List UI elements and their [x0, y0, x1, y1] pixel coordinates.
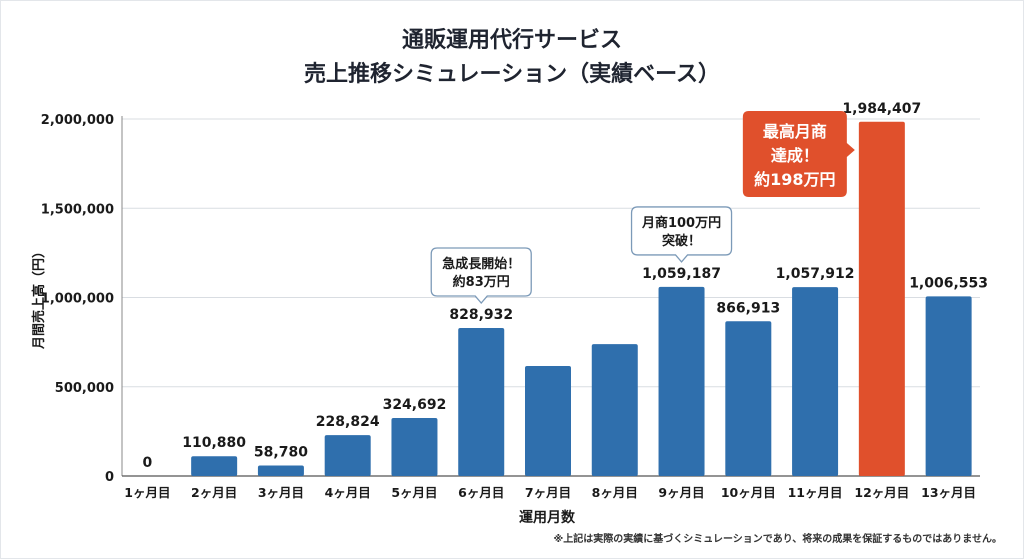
chart-title-line-2: 売上推移シミュレーション（実績ベース） [303, 62, 721, 87]
callout-text: 急成長開始！ [442, 256, 520, 272]
x-tick-label: 3ヶ月目 [258, 485, 304, 500]
data-label: 866,913 [716, 300, 780, 316]
chart-title-line-1: 通販運用代行サービス [401, 28, 622, 53]
y-axis-title: 月間売上高（円） [31, 245, 47, 350]
bar [792, 287, 839, 476]
bar [391, 418, 438, 476]
x-tick-label: 2ヶ月目 [191, 485, 237, 500]
bar [925, 296, 972, 476]
callout-text: 突破！ [662, 233, 701, 249]
bar [858, 121, 905, 476]
x-tick-label: 13ヶ月目 [921, 485, 976, 500]
data-label: 1,057,912 [776, 266, 855, 282]
data-label: 324,692 [383, 397, 447, 413]
x-tick-label: 5ヶ月目 [391, 485, 437, 500]
bar [458, 328, 505, 476]
bar [257, 465, 304, 476]
bar [591, 344, 638, 476]
callout-text: 約83万円 [453, 274, 510, 290]
x-tick-label: 1ヶ月目 [124, 485, 170, 500]
x-tick-label: 11ヶ月目 [788, 485, 843, 500]
y-tick-label: 2,000,000 [41, 113, 114, 128]
data-label: 1,006,553 [909, 275, 988, 291]
callout-text: 達成！ [771, 146, 819, 165]
bar [191, 456, 238, 476]
x-tick-label: 7ヶ月目 [525, 485, 571, 500]
x-tick-label: 6ヶ月目 [458, 485, 504, 500]
data-label: 828,932 [449, 307, 513, 323]
bar [324, 435, 371, 476]
callout-box [430, 247, 532, 305]
x-tick-label: 4ヶ月目 [325, 485, 371, 500]
data-label: 228,824 [316, 414, 380, 430]
y-tick-label: 1,500,000 [41, 202, 114, 217]
footnote: ※上記は実際の実績に基づくシミュレーションであり、将来の成果を保証するものではあ… [553, 534, 1002, 545]
x-tick-label: 10ヶ月目 [721, 485, 776, 500]
data-label: 110,880 [182, 435, 246, 451]
x-axis-title: 運用月数 [519, 509, 576, 526]
x-tick-label: 9ヶ月目 [658, 485, 704, 500]
callout-box [630, 206, 733, 263]
callout-text: 月商100万円 [641, 215, 721, 231]
x-tick-label: 8ヶ月目 [592, 485, 638, 500]
y-tick-label: 500,000 [55, 381, 114, 396]
data-label: 0 [143, 455, 153, 471]
bar [525, 366, 571, 476]
callout-box-highlight [742, 111, 855, 197]
bar [725, 321, 772, 476]
callout-text: 最高月商 [763, 122, 827, 141]
data-label: 1,984,407 [842, 101, 921, 117]
data-label: 58,780 [254, 445, 308, 461]
bar [658, 286, 705, 476]
x-tick-label: 12ヶ月目 [854, 485, 909, 500]
y-tick-label: 1,000,000 [41, 292, 114, 307]
data-label: 1,059,187 [642, 266, 721, 282]
callout-text: 約198万円 [754, 170, 835, 189]
y-tick-label: 0 [105, 470, 114, 485]
